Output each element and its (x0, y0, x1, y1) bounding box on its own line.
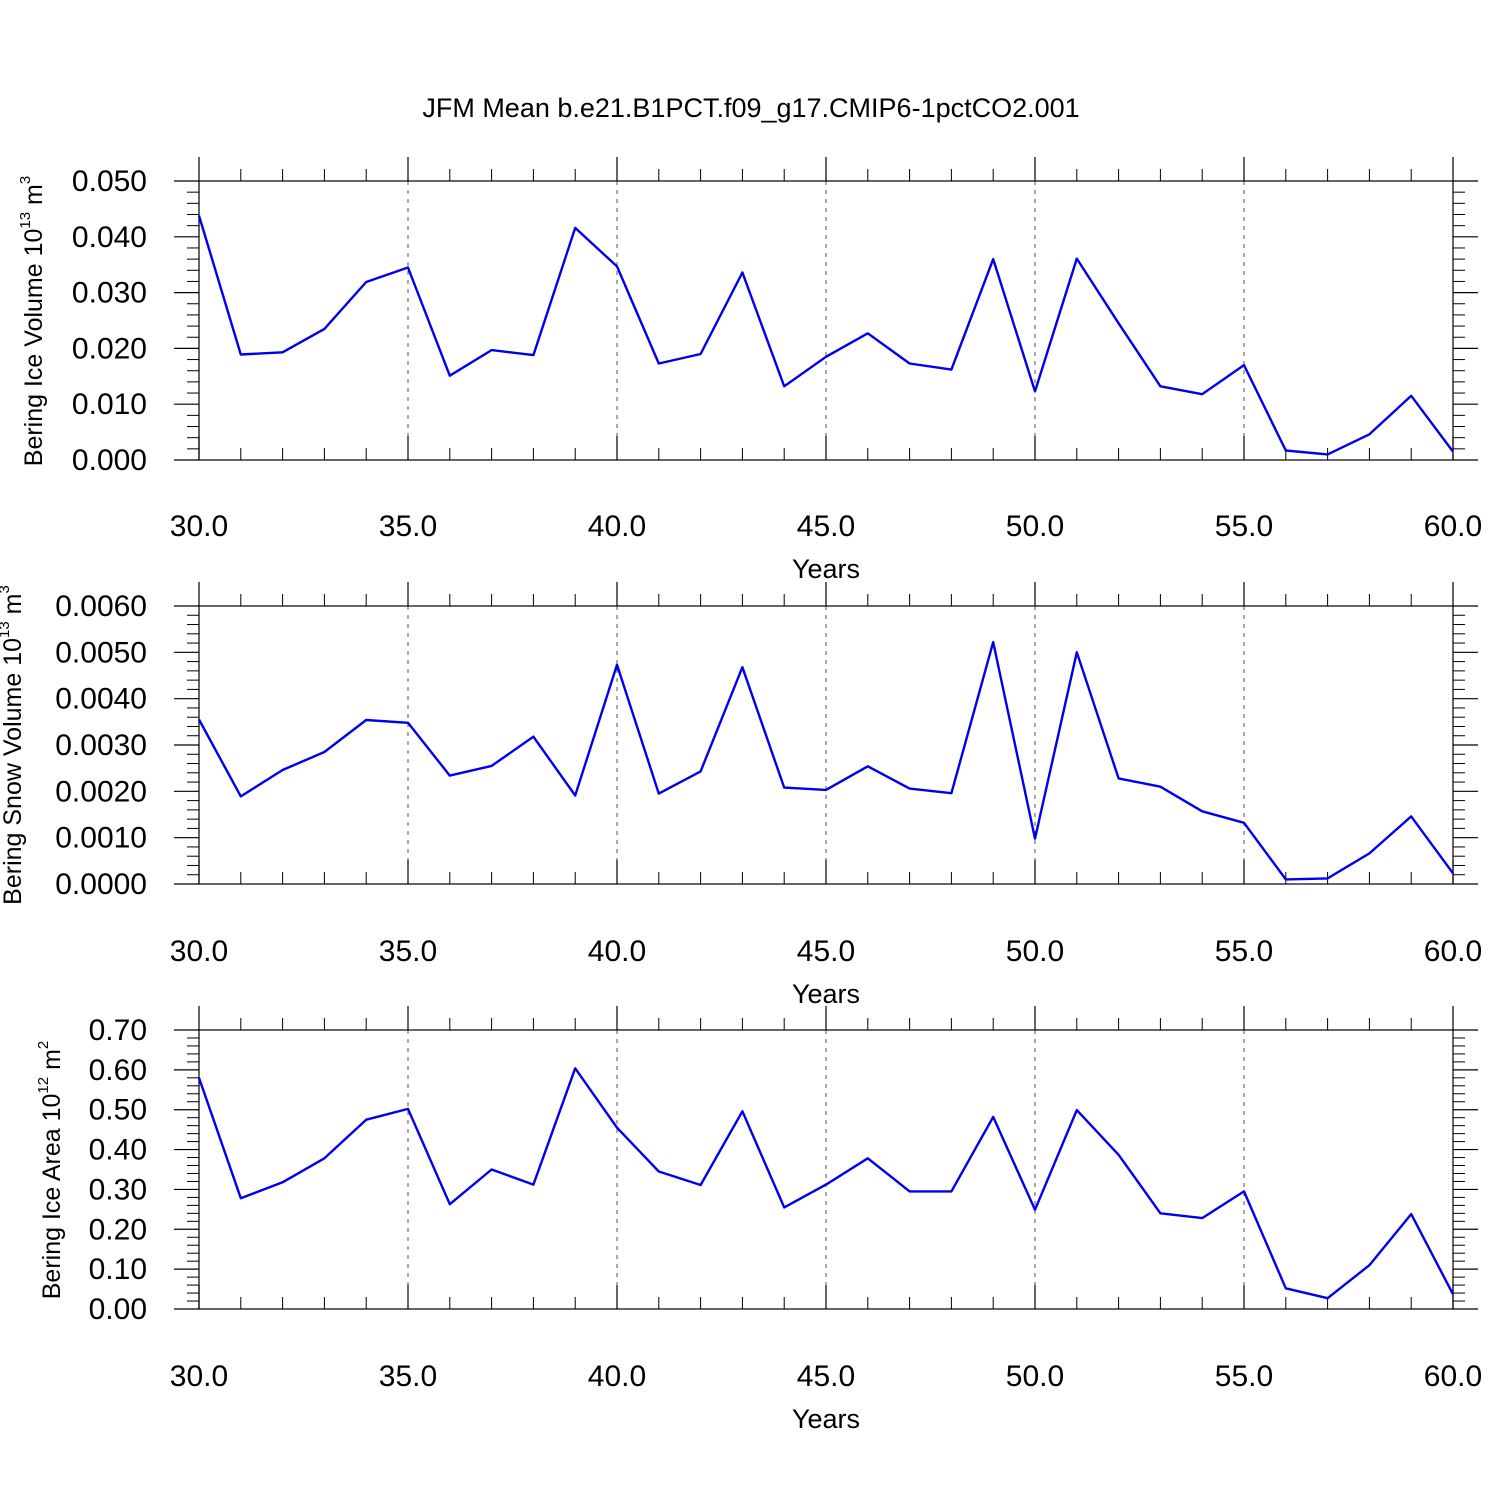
y-tick-label: 0.010 (72, 388, 147, 421)
y-axis-label: Bering Ice Volume 1013 m3 (17, 176, 48, 466)
y-tick-label: 0.040 (72, 221, 147, 254)
x-tick-label: 55.0 (1215, 935, 1273, 968)
y-tick-label: 0.000 (72, 444, 147, 477)
y-tick-label: 0.20 (89, 1213, 147, 1246)
x-axis-label: Years (792, 554, 860, 584)
x-tick-label: 60.0 (1424, 510, 1482, 543)
x-tick-label: 40.0 (588, 510, 646, 543)
y-axis-label: Bering Ice Area 1012 m2 (35, 1041, 66, 1300)
y-tick-label: 0.0000 (55, 868, 147, 901)
y-tick-label: 0.0050 (55, 636, 147, 669)
y-tick-label: 0.0060 (55, 590, 147, 623)
y-tick-label: 0.70 (89, 1014, 147, 1047)
x-tick-label: 30.0 (170, 1360, 228, 1393)
x-tick-label: 40.0 (588, 1360, 646, 1393)
y-tick-label: 0.40 (89, 1134, 147, 1167)
x-axis-label: Years (792, 979, 860, 1009)
y-tick-label: 0.020 (72, 332, 147, 365)
series-line (197, 640, 1454, 881)
y-tick-label: 0.30 (89, 1173, 147, 1206)
x-tick-label: 40.0 (588, 935, 646, 968)
y-tick-label: 0.050 (72, 165, 147, 198)
x-tick-label: 50.0 (1006, 510, 1064, 543)
x-tick-label: 35.0 (379, 935, 437, 968)
x-tick-label: 60.0 (1424, 935, 1482, 968)
snow-volume-panel: Bering Snow Volume 1013 m3 Years 0.0000 0… (0, 582, 1482, 1009)
x-tick-label: 35.0 (379, 510, 437, 543)
y-tick-label: 0.10 (89, 1253, 147, 1286)
x-tick-label: 60.0 (1424, 1360, 1482, 1393)
x-tick-label: 45.0 (797, 510, 855, 543)
y-tick-label: 0.0020 (55, 775, 147, 808)
y-tick-label: 0.50 (89, 1094, 147, 1127)
x-tick-label: 45.0 (797, 935, 855, 968)
y-axis-label: Bering Snow Volume 1013 m3 (0, 585, 27, 905)
x-tick-label: 45.0 (797, 1360, 855, 1393)
x-tick-label: 35.0 (379, 1360, 437, 1393)
series-line (197, 1067, 1455, 1300)
x-tick-label: 55.0 (1215, 510, 1273, 543)
x-tick-label: 30.0 (170, 510, 228, 543)
ice-area-panel: Bering Ice Area 1012 m2 Years 0.00 0.10 0.… (35, 1006, 1482, 1434)
y-tick-label: 0.030 (72, 277, 147, 310)
chart-title: JFM Mean b.e21.B1PCT.f09_g17.CMIP6-1pctC… (422, 93, 1079, 123)
x-tick-label: 55.0 (1215, 1360, 1273, 1393)
y-tick-label: 0.0040 (55, 683, 147, 716)
x-tick-label: 50.0 (1006, 1360, 1064, 1393)
x-tick-label: 50.0 (1006, 935, 1064, 968)
series-line (197, 215, 1454, 456)
y-tick-label: 0.0030 (55, 729, 147, 762)
y-tick-label: 0.00 (89, 1293, 147, 1326)
x-tick-label: 30.0 (170, 935, 228, 968)
y-tick-label: 0.60 (89, 1054, 147, 1087)
ice-volume-panel: Bering Ice Volume 1013 m3 Years 0.000 0.0… (17, 157, 1482, 584)
x-axis-label: Years (792, 1404, 860, 1434)
y-tick-label: 0.0010 (55, 822, 147, 855)
